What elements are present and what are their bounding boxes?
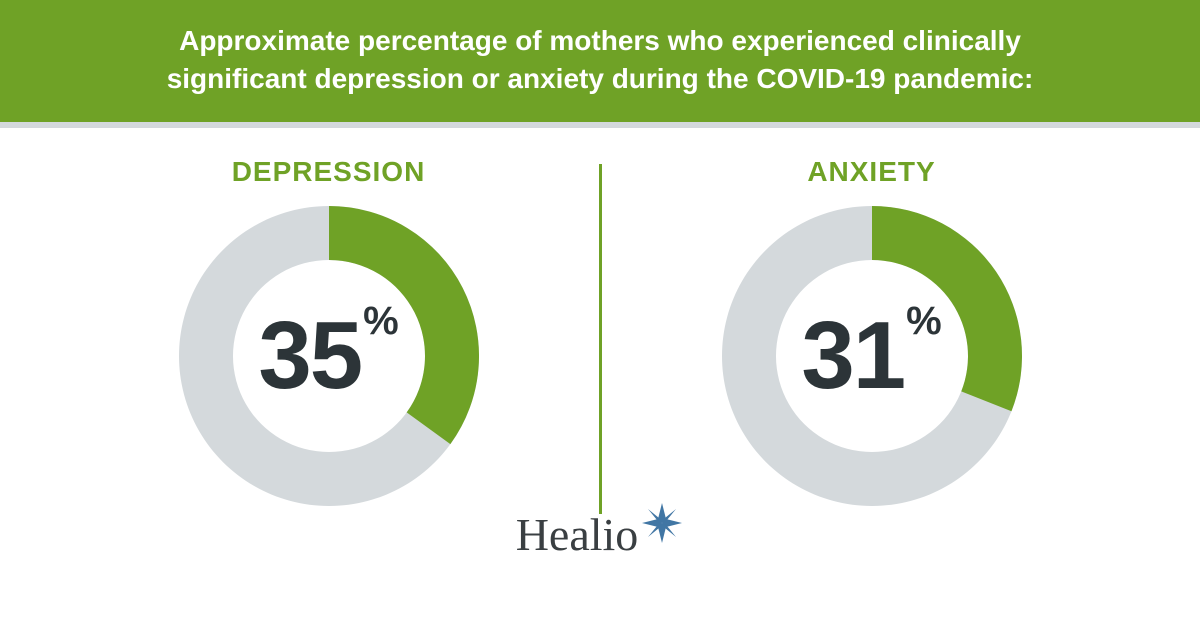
donut-center-depression: 35% bbox=[179, 206, 479, 506]
panel-label-anxiety: ANXIETY bbox=[807, 156, 935, 188]
header-title-line-1: Approximate percentage of mothers who ex… bbox=[60, 22, 1140, 60]
brand-logo-star-icon bbox=[640, 501, 684, 545]
brand-logo: Healio bbox=[0, 508, 1200, 561]
percent-sign: % bbox=[906, 299, 942, 344]
panel-depression: DEPRESSION 35% bbox=[89, 156, 569, 506]
donut-anxiety: 31% bbox=[722, 206, 1022, 506]
percent-sign: % bbox=[363, 299, 399, 344]
donut-center-anxiety: 31% bbox=[722, 206, 1022, 506]
vertical-divider bbox=[599, 164, 602, 514]
brand-logo-text: Healio bbox=[516, 508, 639, 561]
value-depression: 35 bbox=[258, 308, 361, 404]
panel-anxiety: ANXIETY 31% bbox=[632, 156, 1112, 506]
header-banner: Approximate percentage of mothers who ex… bbox=[0, 0, 1200, 128]
value-anxiety: 31 bbox=[801, 308, 904, 404]
charts-row: DEPRESSION 35% ANXIETY 31% bbox=[0, 128, 1200, 514]
header-title-line-2: significant depression or anxiety during… bbox=[60, 60, 1140, 98]
panel-label-depression: DEPRESSION bbox=[232, 156, 426, 188]
donut-depression: 35% bbox=[179, 206, 479, 506]
